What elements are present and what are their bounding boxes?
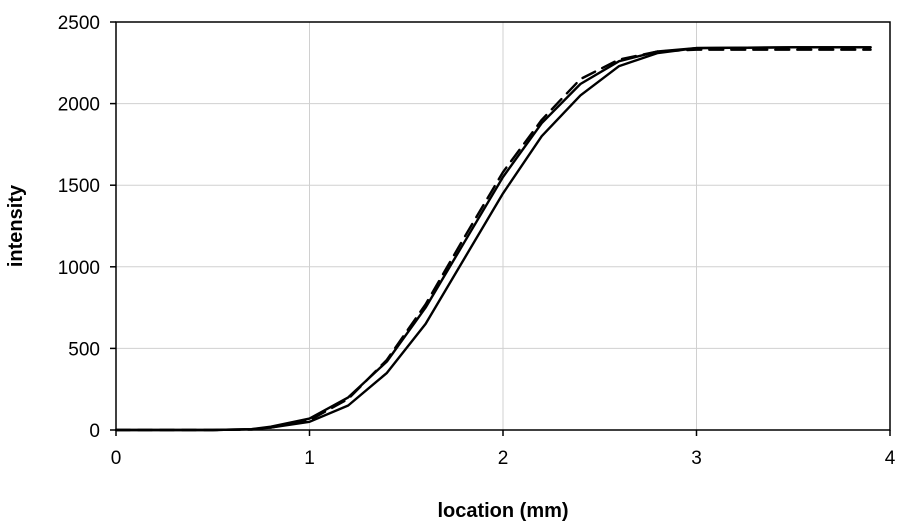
y-tick-label: 2000 — [58, 95, 100, 116]
x-axis-title: location (mm) — [437, 500, 568, 522]
series-line-2 — [114, 46, 872, 432]
x-tick-label: 3 — [691, 448, 702, 469]
series-layer — [114, 46, 872, 432]
x-tick-label: 4 — [885, 448, 896, 469]
tick-layer: 0 1 2 3 4 0 500 1000 1500 2000 2500 — [58, 13, 896, 469]
y-tick-label: 500 — [68, 339, 100, 360]
y-axis-title: intensity — [5, 184, 27, 267]
grid-layer — [116, 22, 890, 430]
y-tick-label: 2500 — [58, 13, 100, 34]
series-line-3 — [114, 48, 872, 432]
y-tick-label: 1500 — [58, 176, 100, 197]
series-line-1 — [114, 46, 872, 432]
x-tick-label: 2 — [498, 448, 509, 469]
y-tick-label: 0 — [89, 421, 100, 442]
x-tick-label: 0 — [111, 448, 122, 469]
y-tick-label: 1000 — [58, 258, 100, 279]
x-tick-label: 1 — [304, 448, 315, 469]
